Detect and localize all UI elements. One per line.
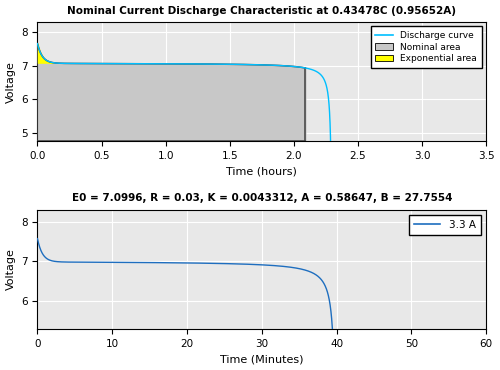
Title: Nominal Current Discharge Characteristic at 0.43478C (0.95652A): Nominal Current Discharge Characteristic…	[68, 6, 456, 16]
Title: E0 = 7.0996, R = 0.03, K = 0.0043312, A = 0.58647, B = 27.7554: E0 = 7.0996, R = 0.03, K = 0.0043312, A …	[72, 194, 452, 204]
X-axis label: Time (hours): Time (hours)	[226, 166, 297, 176]
Y-axis label: Voltage: Voltage	[6, 249, 16, 290]
Legend: 3.3 A: 3.3 A	[409, 215, 481, 235]
Y-axis label: Voltage: Voltage	[6, 61, 16, 102]
Legend: Discharge curve, Nominal area, Exponential area: Discharge curve, Nominal area, Exponenti…	[370, 26, 482, 68]
X-axis label: Time (Minutes): Time (Minutes)	[220, 354, 304, 364]
